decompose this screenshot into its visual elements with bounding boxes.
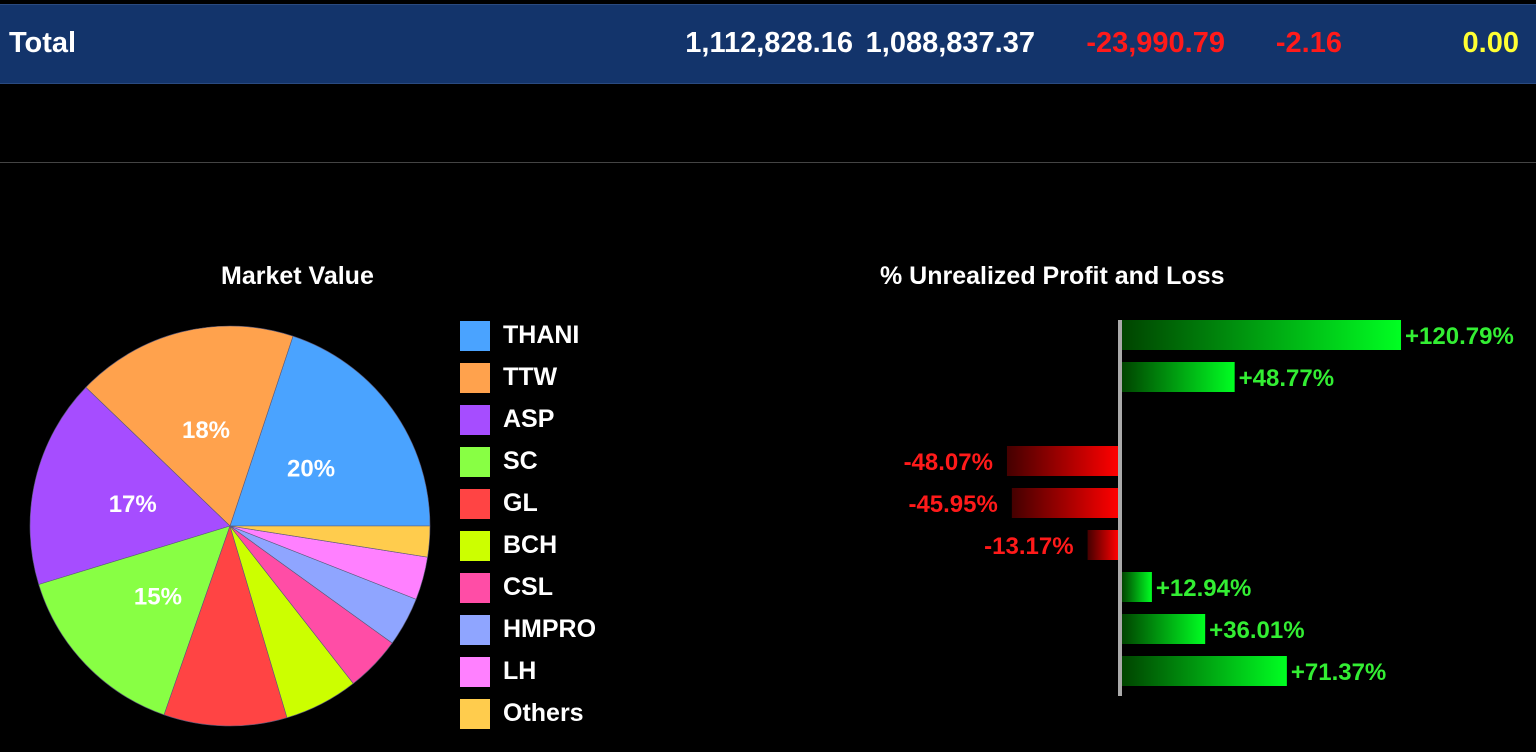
total-value-4: -2.16 [1275, 27, 1342, 59]
legend-item-hmpro: HMPRO [460, 614, 660, 645]
pl-bar-8 [1122, 656, 1287, 686]
pie-label-ttw: 18% [182, 417, 230, 444]
pl-bar-chart: +120.79% +48.77% -48.07% -45.95% -13.17% +12.… [904, 320, 1514, 696]
legend-swatch [460, 447, 490, 477]
pl-bar-label-8: +71.37% [1291, 659, 1386, 686]
total-value-1: 1,112,828.16 [685, 27, 853, 59]
market-value-pie-chart: 20% 18% 17% 15% [29, 325, 431, 727]
pl-bar-label-7: +36.01% [1209, 617, 1304, 644]
legend-item-thani: THANI [460, 320, 660, 351]
legend-item-asp: ASP [460, 404, 660, 435]
pl-bar-label-3: -48.07% [904, 449, 993, 476]
pl-bar-label-1: +48.77% [1239, 365, 1334, 392]
total-label: Total [9, 27, 77, 59]
legend-item-others: Others [460, 698, 660, 729]
legend-label: SC [503, 447, 538, 475]
legend-swatch [460, 573, 490, 603]
pie-label-asp: 17% [109, 491, 157, 518]
legend-label: TTW [503, 363, 558, 391]
legend-label: ASP [503, 405, 555, 433]
legend-swatch [460, 531, 490, 561]
legend-item-sc: SC [460, 446, 660, 477]
pl-bar-6 [1122, 572, 1152, 602]
pl-bar-1 [1122, 362, 1235, 392]
legend-swatch [460, 405, 490, 435]
pl-chart-title: % Unrealized Profit and Loss [880, 262, 1225, 290]
legend-label: GL [503, 489, 538, 517]
legend-item-lh: LH [460, 656, 660, 687]
legend-item-ttw: TTW [460, 362, 660, 393]
pie-label-sc: 15% [134, 583, 182, 610]
pie-slice-others [229, 525, 431, 558]
pie-slice-thani [229, 335, 431, 527]
pl-bar-0 [1122, 320, 1402, 350]
market-value-title: Market Value [221, 262, 374, 290]
pl-bar-label-5: -13.17% [984, 533, 1073, 560]
pl-bar-label-0: +120.79% [1405, 323, 1514, 350]
pl-bar-7 [1122, 614, 1206, 644]
pie-slice-asp [29, 386, 231, 585]
legend-label: CSL [503, 573, 553, 601]
pl-bar-5 [1087, 530, 1118, 560]
legend-label: LH [503, 657, 537, 685]
total-value-2: 1,088,837.37 [865, 27, 1035, 59]
legend-swatch [460, 657, 490, 687]
pl-bar-4 [1011, 488, 1118, 518]
pl-bar-label-4: -45.95% [908, 491, 997, 518]
legend-item-gl: GL [460, 488, 660, 519]
legend-swatch [460, 489, 490, 519]
legend-label: Others [503, 699, 584, 727]
legend-swatch [460, 699, 490, 729]
divider [0, 162, 1536, 163]
legend-label: THANI [503, 321, 580, 349]
legend-swatch [460, 615, 490, 645]
legend-label: BCH [503, 531, 558, 559]
total-bar: Total 1,112,828.16 1,088,837.37 -23,990.… [0, 4, 1536, 84]
pie-label-thani: 20% [287, 455, 335, 482]
pl-bar-3 [1006, 446, 1118, 476]
legend-swatch [460, 321, 490, 351]
legend-item-csl: CSL [460, 572, 660, 603]
legend-item-bch: BCH [460, 530, 660, 561]
legend-label: HMPRO [503, 615, 597, 643]
pie-slice-ttw [85, 325, 294, 527]
pl-bar-label-6: +12.94% [1156, 575, 1251, 602]
legend-swatch [460, 363, 490, 393]
pie-slice-gl [163, 525, 288, 727]
pie-slice-sc [38, 525, 231, 716]
total-value-3: -23,990.79 [1086, 27, 1225, 59]
pl-zero-axis [1118, 320, 1122, 696]
total-value-5: 0.00 [1462, 27, 1519, 59]
